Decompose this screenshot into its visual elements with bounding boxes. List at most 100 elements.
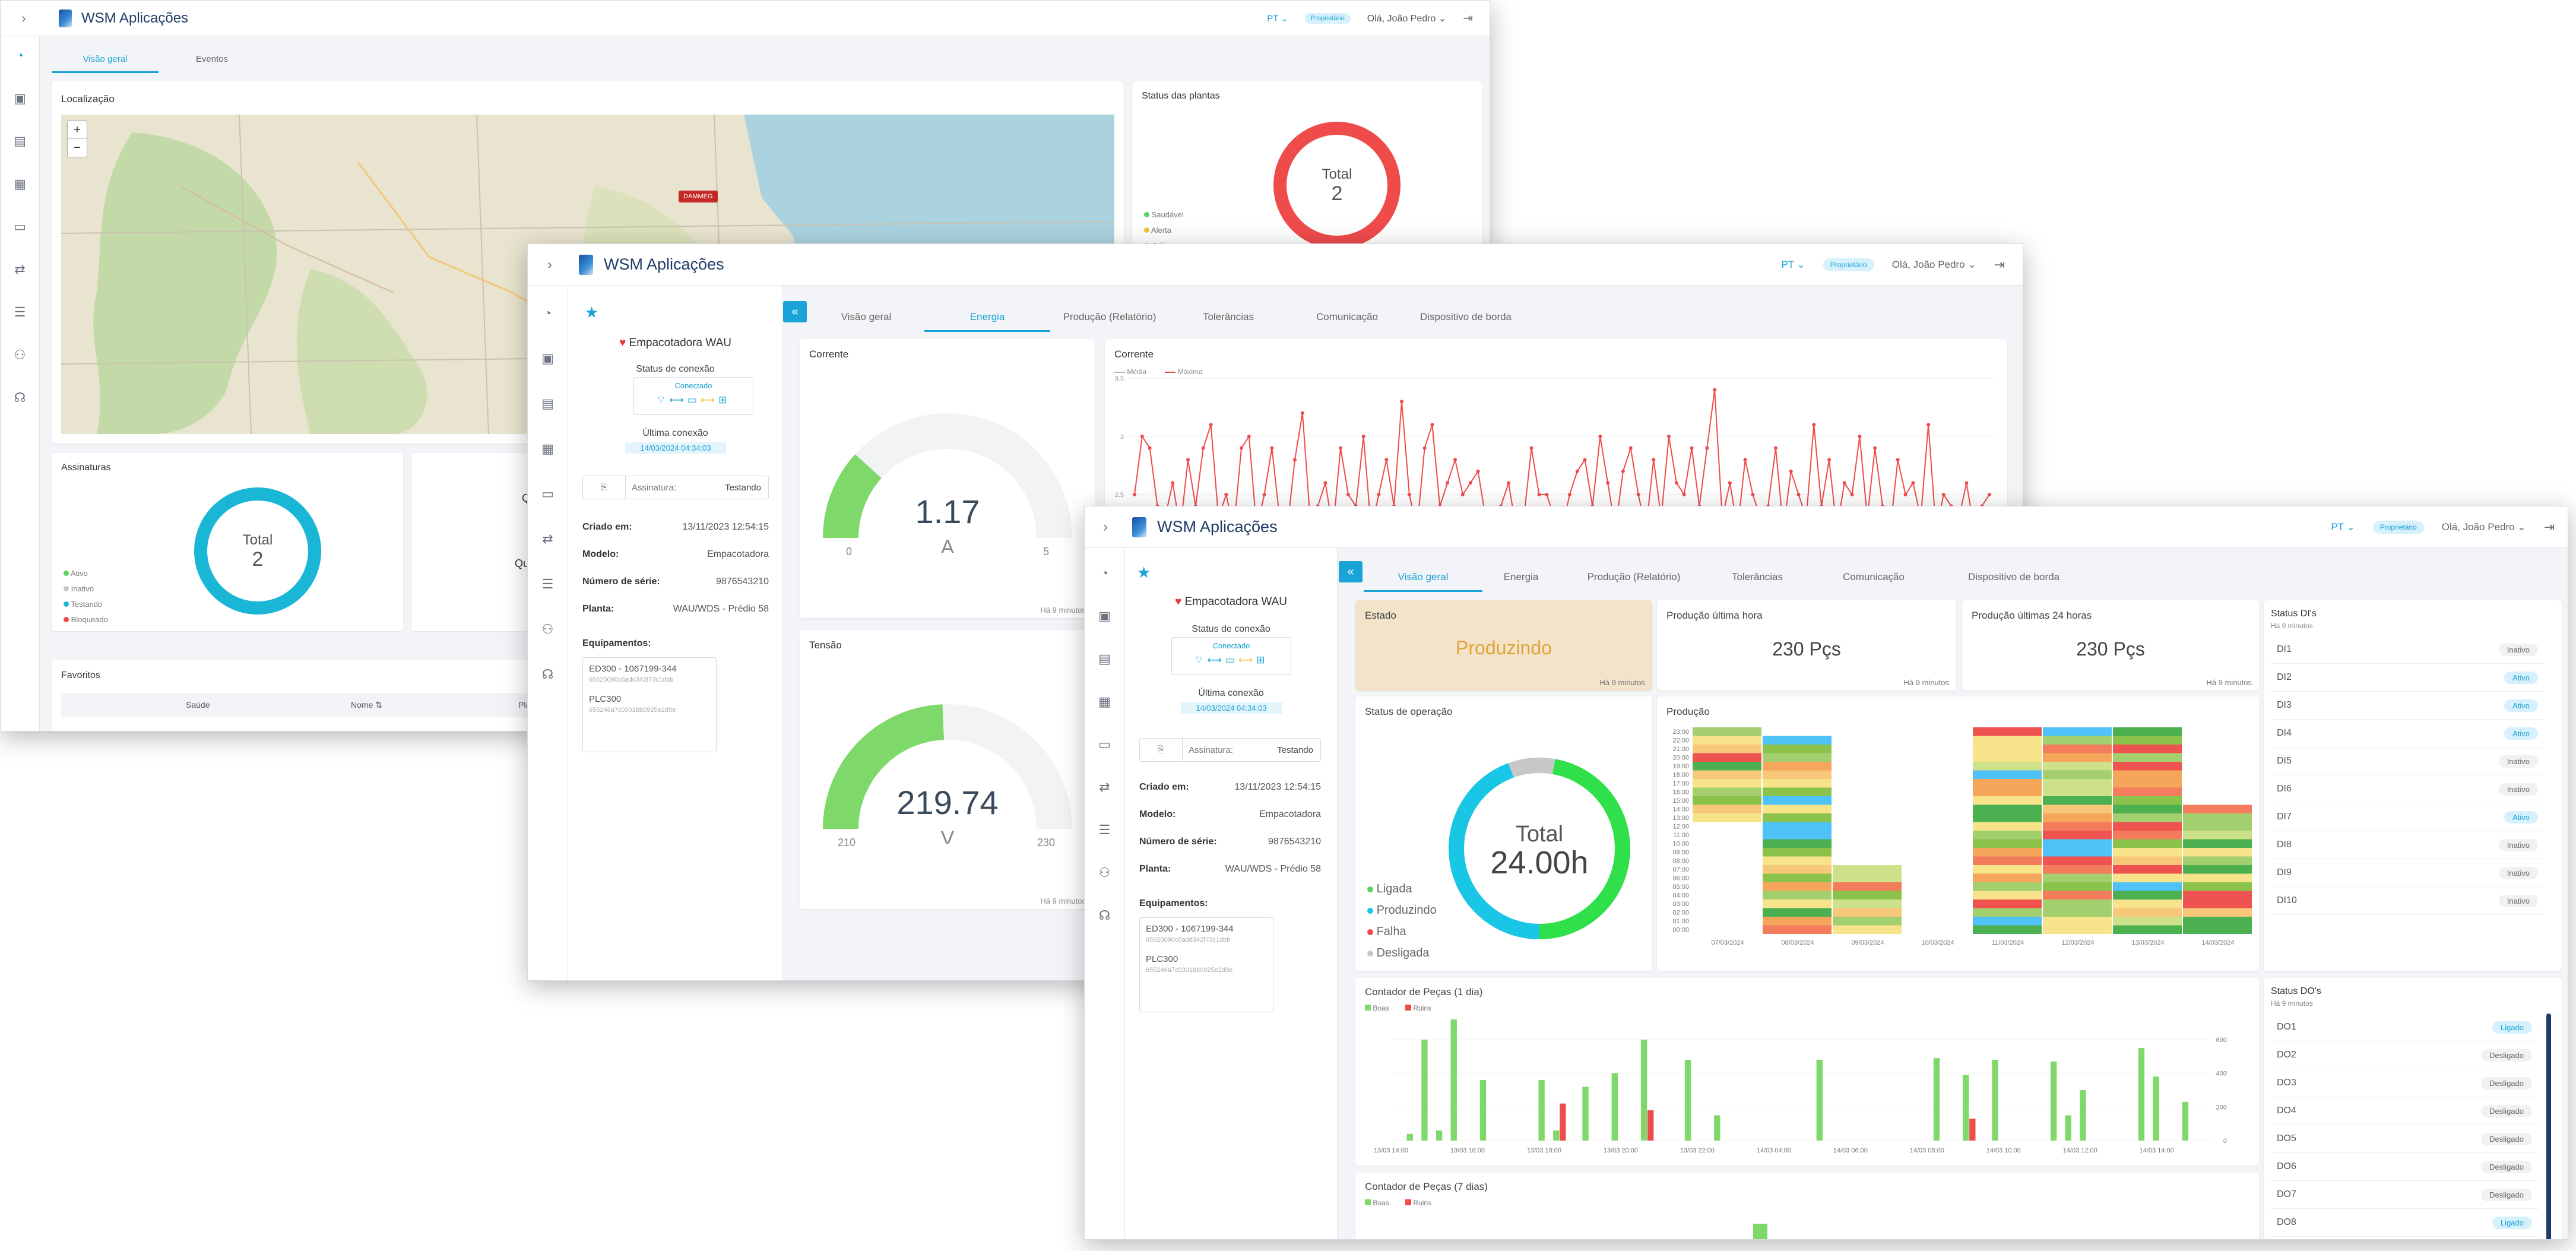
bar-boas	[1538, 1080, 1545, 1141]
language-selector[interactable]: PT ⌄	[2331, 521, 2355, 533]
calendar-icon[interactable]: ▦	[541, 441, 554, 456]
logout-icon[interactable]: ⇥	[2543, 519, 2555, 534]
device-name: ♥ Empacotadora WAU	[1174, 596, 1288, 608]
sliders-icon[interactable]: ☰	[541, 577, 554, 591]
transfer-icon[interactable]: ⇄	[542, 531, 553, 546]
clipboard-icon[interactable]: ▤	[1098, 651, 1111, 666]
tab-comunicacao[interactable]: Comunicação	[1843, 571, 1905, 582]
x-tick-label: 13/03 16:00	[1450, 1147, 1485, 1154]
users-icon[interactable]: ⚇	[541, 622, 554, 636]
clipboard-icon[interactable]: ▤	[541, 396, 554, 411]
heatmap-cell	[2043, 917, 2112, 926]
status-badge: Ligado	[2492, 1021, 2532, 1034]
headset-icon[interactable]: ☊	[14, 390, 26, 405]
user-menu[interactable]: Olá, João Pedro ⌄	[1891, 258, 1976, 270]
heatmap-cell	[2113, 856, 2182, 865]
equipment-item[interactable]: PLC300 655246a7c0301bb0925e2d9e	[589, 694, 676, 714]
app-title: WSM Aplicações	[81, 9, 189, 26]
device-icon[interactable]: ▣	[1098, 609, 1111, 623]
favorites-title: Favoritos	[61, 670, 100, 680]
users-icon[interactable]: ⚇	[1098, 865, 1111, 880]
collapse-panel-button[interactable]: «	[1339, 561, 1363, 582]
equipment-item[interactable]: ED300 - 1067199-344 65525090c6add342f73c1…	[1146, 924, 1234, 943]
tab-eventos[interactable]: Eventos	[195, 54, 229, 64]
calendar-icon[interactable]: ▦	[1098, 694, 1111, 709]
sliders-icon[interactable]: ☰	[1098, 822, 1111, 837]
language-selector[interactable]: PT ⌄	[1267, 13, 1288, 24]
field-row: Número de série: 9876543210	[1139, 837, 1321, 847]
legend-item: Boas	[1365, 1199, 1389, 1207]
card-icon[interactable]: ▭	[14, 219, 26, 234]
sliders-icon[interactable]: ☰	[14, 305, 26, 319]
device-icon[interactable]: ▣	[541, 351, 554, 366]
series-point	[1262, 493, 1266, 496]
dashboard-icon[interactable]: ◔	[543, 306, 552, 321]
favorite-star-icon[interactable]: ★	[1137, 563, 1151, 581]
zoom-out-button[interactable]: −	[74, 141, 81, 154]
device-panel: ★ ♥ Empacotadora WAU Status de conexão C…	[568, 286, 783, 980]
x-tick-label: 09/03/2024	[1851, 939, 1884, 946]
headset-icon[interactable]: ☊	[1098, 908, 1111, 923]
bar-boas	[1479, 1080, 1487, 1141]
heatmap-cell	[2113, 762, 2182, 771]
tab-producao-relatorio[interactable]: Produção (Relatório)	[1063, 311, 1156, 322]
bar-boas	[1992, 1060, 1998, 1141]
tab-energia[interactable]: Energia	[1503, 571, 1539, 582]
dashboard-icon[interactable]: ◔	[15, 48, 24, 63]
tab-comunicacao[interactable]: Comunicação	[1316, 311, 1378, 322]
tab-visao-geral[interactable]: Visão geral	[841, 311, 892, 322]
equipment-list: ED300 - 1067199-344 65525090c6add342f73c1…	[1139, 917, 1273, 1012]
tab-producao-relatorio[interactable]: Produção (Relatório)	[1587, 571, 1681, 582]
tab-visao-geral[interactable]: Visão geral	[52, 54, 159, 73]
transfer-icon[interactable]: ⇄	[1099, 780, 1110, 794]
language-selector[interactable]: PT ⌄	[1781, 258, 1805, 270]
equipment-item[interactable]: ED300 - 1067199-344 65525090c6add342f73c1…	[589, 664, 677, 683]
subscription-icon[interactable]: ⎘	[583, 476, 626, 499]
equipment-item[interactable]: PLC300 655246a7c0301bb0925e2d9e	[1146, 954, 1233, 974]
col-saude[interactable]: Saúde	[186, 700, 210, 710]
favorite-star-icon[interactable]: ★	[585, 303, 599, 321]
card-icon[interactable]: ▭	[1098, 737, 1111, 752]
plants-total-label: Total	[1322, 166, 1352, 182]
heatmap-cell	[2043, 736, 2112, 745]
headset-icon[interactable]: ☊	[541, 667, 554, 682]
subscription-row: ⎘ Assinatura: Testando	[582, 476, 769, 499]
clipboard-icon[interactable]: ▤	[14, 134, 26, 148]
tab-energia[interactable]: Energia	[924, 311, 1050, 332]
device-icon[interactable]: ▣	[14, 91, 26, 106]
collapse-panel-button[interactable]: «	[783, 301, 807, 322]
tab-visao-geral[interactable]: Visão geral	[1364, 571, 1482, 592]
logout-icon[interactable]: ⇥	[1994, 256, 2005, 272]
user-menu[interactable]: Olá, João Pedro ⌄	[1367, 13, 1447, 24]
chevron-right-icon[interactable]: ›	[21, 10, 26, 26]
user-menu[interactable]: Olá, João Pedro ⌄	[2441, 521, 2526, 533]
calendar-icon[interactable]: ▦	[14, 176, 26, 191]
card-icon[interactable]: ▭	[541, 486, 554, 501]
chevron-right-icon[interactable]: ›	[547, 256, 552, 273]
estado-value: Produzindo	[1456, 637, 1552, 658]
chevron-right-icon[interactable]: ›	[1103, 518, 1108, 535]
device-fields: Criado em: 13/11/2023 12:54:15 Modelo: Emp…	[582, 514, 769, 623]
bar-boas	[2153, 1076, 2159, 1141]
current-updated: Há 9 minutos	[1040, 606, 1086, 615]
zoom-in-button[interactable]: +	[68, 121, 87, 139]
map-marker[interactable]: DAMMEG	[679, 191, 718, 202]
x-tick-label: 08/03/2024	[1781, 939, 1814, 946]
tab-dispositivo-de-borda[interactable]: Dispositivo de borda	[1420, 311, 1512, 322]
transfer-icon[interactable]: ⇄	[14, 262, 26, 277]
do-scrollbar[interactable]	[2546, 1014, 2551, 1239]
heatmap-cell	[2183, 908, 2252, 917]
tab-tolerancias[interactable]: Tolerâncias	[1732, 571, 1783, 582]
series-point	[1384, 458, 1389, 462]
tab-tolerancias[interactable]: Tolerâncias	[1203, 311, 1254, 322]
logout-icon[interactable]: ⇥	[1463, 12, 1473, 25]
status-row: DO7 Desligado	[2271, 1181, 2538, 1209]
subscription-icon[interactable]: ⎘	[1140, 739, 1183, 761]
col-nome[interactable]: Nome ⇅	[351, 700, 382, 710]
heatmap-cell	[2043, 745, 2112, 753]
tab-dispositivo-de-borda[interactable]: Dispositivo de borda	[1967, 571, 2060, 582]
production-24h-card: Produção últimas 24 horas 230 Pçs Há 9 m…	[1962, 600, 2259, 691]
heatmap-cell	[1763, 856, 1832, 865]
dashboard-icon[interactable]: ◔	[1100, 566, 1109, 581]
users-icon[interactable]: ⚇	[14, 347, 26, 362]
